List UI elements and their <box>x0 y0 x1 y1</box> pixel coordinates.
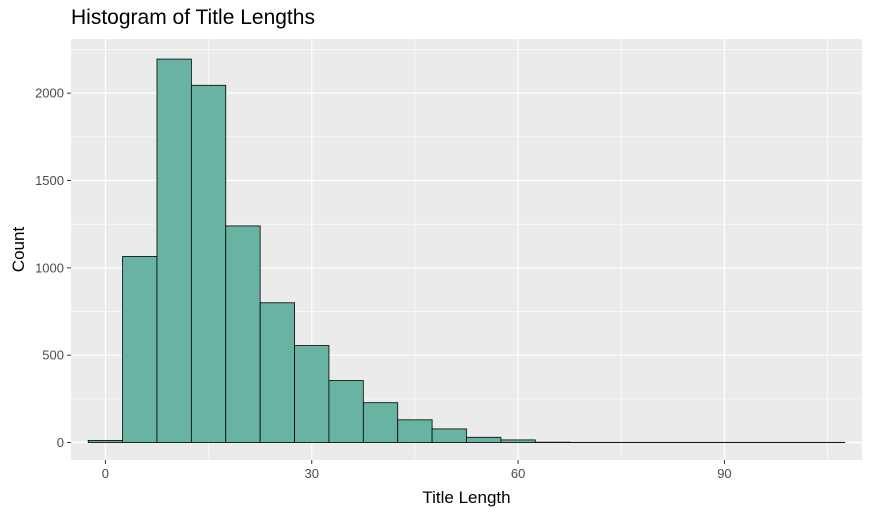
histogram-bar <box>156 58 192 443</box>
x-tick-label: 0 <box>102 466 109 481</box>
histogram-bar <box>294 345 330 443</box>
y-axis: 0 500 1000 1500 2000 <box>35 86 71 450</box>
chart-title: Histogram of Title Lengths <box>71 6 315 29</box>
y-tick-label: 500 <box>42 348 64 363</box>
x-tick-label: 90 <box>717 466 731 481</box>
histogram-bar <box>500 439 536 443</box>
histogram-bar <box>328 380 364 443</box>
x-axis: 0 30 60 90 <box>102 460 732 481</box>
histogram-bar <box>87 440 123 443</box>
x-axis-title: Title Length <box>422 488 510 507</box>
histogram-bar <box>225 225 261 443</box>
y-tick-label: 0 <box>57 435 64 450</box>
y-axis-title: Count <box>9 227 28 273</box>
histogram-bar <box>122 256 158 443</box>
y-tick-label: 2000 <box>35 86 64 101</box>
x-tick-label: 30 <box>305 466 319 481</box>
histogram-bar <box>466 436 502 443</box>
histogram-bar <box>431 428 467 443</box>
histogram-bars <box>87 58 846 443</box>
histogram-bar <box>190 84 227 443</box>
x-tick-label: 60 <box>511 466 525 481</box>
histogram-bar <box>259 302 295 443</box>
histogram-bar <box>362 402 399 443</box>
y-tick-label: 1000 <box>35 260 64 275</box>
y-tick-label: 1500 <box>35 173 64 188</box>
histogram-bar <box>397 419 433 443</box>
